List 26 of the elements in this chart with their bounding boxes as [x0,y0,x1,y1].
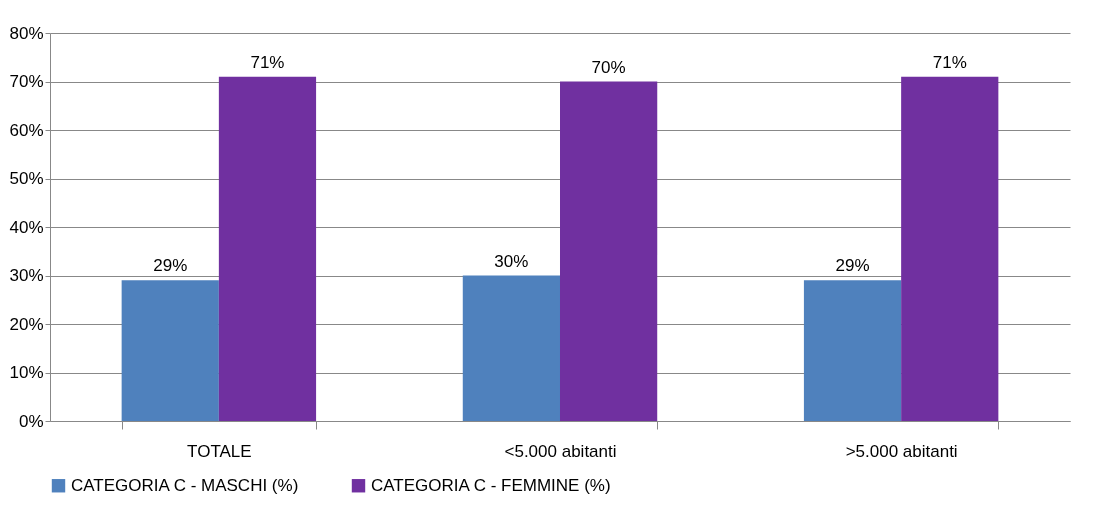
x-tick-label: >5.000 abitanti [845,441,958,461]
legend-label: CATEGORIA C - FEMMINE (%) [371,475,611,495]
bar [901,76,999,421]
y-tick-label: 50% [9,169,44,188]
y-tick-label: 0% [18,411,44,431]
y-tick-label: 10% [9,363,44,382]
data-label: 29% [835,256,870,276]
bar [803,280,902,421]
legend-label: CATEGORIA C - MASCHI (%) [71,475,299,495]
data-label: 71% [932,52,967,72]
bar [218,76,317,421]
y-tick-label: 60% [9,120,44,140]
x-tick-label: TOTALE [187,441,252,461]
data-label: 30% [494,251,529,271]
bar [560,81,658,421]
data-label: 71% [250,52,285,72]
bar [462,275,560,421]
bar [121,280,219,421]
y-tick-label: 40% [9,217,44,237]
data-label: 29% [153,256,188,276]
y-tick-label: 80% [9,23,44,43]
y-tick-label: 30% [9,266,44,285]
y-tick-label: 70% [9,72,44,91]
data-label: 70% [591,57,626,77]
y-tick-label: 20% [9,314,44,334]
x-tick-label: <5.000 abitanti [504,441,617,461]
